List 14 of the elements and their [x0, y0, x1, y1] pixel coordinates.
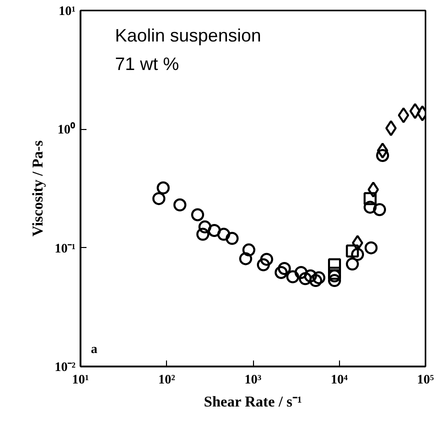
annotation: a	[90, 341, 98, 356]
y-tick-label: 10¹	[58, 3, 76, 18]
annotation: 71 wt %	[115, 54, 180, 74]
x-tick-label: 10⁴	[330, 372, 348, 386]
x-axis-title: Shear Rate / s⁻¹	[204, 394, 302, 410]
x-tick-label: 10³	[244, 372, 262, 386]
x-tick-label: 10²	[158, 372, 176, 386]
y-tick-label: 10⁻¹	[54, 240, 76, 256]
y-tick-label: 10⁻²	[54, 359, 76, 374]
annotation: Kaolin suspension	[115, 25, 262, 46]
x-tick-label: 10⁵	[417, 372, 434, 386]
x-tick-label: 10¹	[72, 372, 90, 386]
y-axis-title: Viscosity / Pa-s	[30, 140, 47, 237]
y-tick-label: 10⁰	[58, 122, 76, 137]
